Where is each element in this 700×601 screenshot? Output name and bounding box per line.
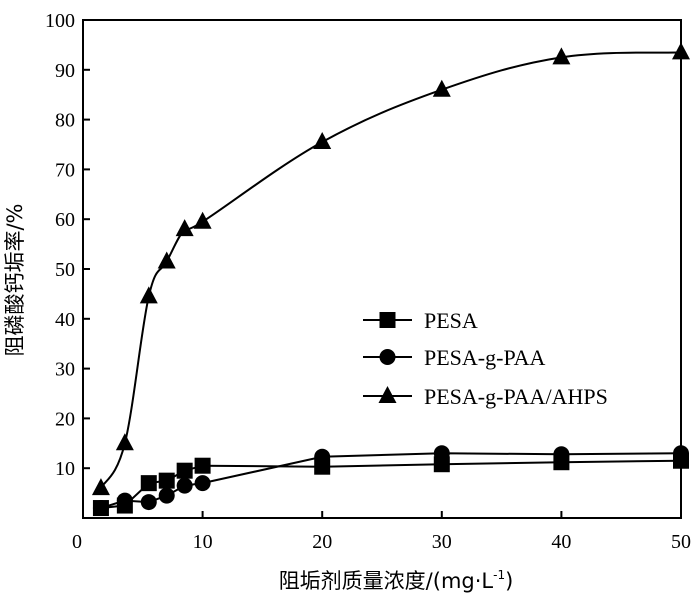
data-point-triangle [157, 251, 176, 269]
data-point-triangle [313, 132, 332, 150]
data-point-circle [140, 494, 157, 511]
series-layer [91, 42, 690, 517]
legend-item: PESA-g-PAA [363, 345, 546, 370]
series-line [100, 51, 682, 489]
legend-item: PESA [363, 308, 478, 333]
legend-marker-circle [379, 349, 396, 365]
x-tick-label: 20 [312, 531, 332, 553]
y-tick-label: 10 [55, 458, 75, 480]
data-point-triangle [552, 47, 571, 65]
data-point-square [194, 457, 211, 474]
origin-tick-label: 0 [72, 531, 82, 553]
data-point-circle [176, 477, 193, 494]
y-tick-label: 70 [55, 159, 75, 181]
legend-label: PESA-g-PAA [424, 345, 546, 370]
data-point-triangle [175, 219, 194, 237]
y-axis-title: 阻磷酸钙垢率/% [3, 203, 27, 356]
y-tick-label: 30 [55, 359, 75, 381]
data-point-square [433, 456, 450, 473]
legend-marker-triangle [378, 386, 397, 403]
data-point-triangle [193, 211, 212, 229]
data-point-triangle [139, 286, 158, 304]
legend-label: PESA [424, 308, 478, 333]
legend-item: PESA-g-PAA/AHPS [363, 384, 608, 409]
y-tick-label: 90 [55, 60, 75, 82]
x-tick-label: 40 [551, 531, 571, 553]
legend-marker-square [379, 312, 396, 328]
data-point-square [158, 472, 175, 489]
x-axis-title-main: 阻垢剂质量浓度/(mg·L [279, 569, 494, 593]
y-tick-label: 100 [45, 10, 75, 32]
data-point-triangle [432, 79, 451, 97]
data-point-circle [553, 446, 570, 463]
x-tick-label: 50 [671, 531, 691, 553]
x-axis-title-close: ) [505, 569, 513, 593]
series-circle [92, 445, 689, 517]
data-point-circle [158, 487, 175, 504]
data-point-triangle [91, 478, 110, 496]
series-triangle [91, 42, 690, 496]
y-tick-label: 20 [55, 408, 75, 430]
data-point-triangle [672, 42, 690, 60]
x-axis-title-sup: -1 [493, 568, 505, 582]
legend: PESA PESA-g-PAA PESA-g-PAA/AHPS [363, 308, 608, 409]
plot-frame [82, 19, 682, 519]
data-point-circle [673, 445, 689, 462]
x-tick-label: 10 [193, 531, 213, 553]
data-point-circle [314, 448, 331, 465]
x-axis-title: 阻垢剂质量浓度/(mg·L-1) [279, 568, 514, 593]
series-line [100, 459, 682, 510]
y-tick-label: 40 [55, 309, 75, 331]
data-point-square [140, 475, 157, 492]
data-point-circle [433, 445, 450, 462]
data-point-circle [116, 492, 133, 509]
series-line [100, 452, 682, 509]
data-point-circle [194, 475, 211, 492]
legend-label: PESA-g-PAA/AHPS [424, 384, 608, 409]
data-point-circle [92, 500, 109, 517]
y-tick-label: 80 [55, 110, 75, 132]
data-point-square [176, 462, 193, 479]
axes: 10 20 30 40 50 60 70 80 90 100 0 10 20 30 40 50 [45, 10, 691, 553]
y-tick-label: 60 [55, 209, 75, 231]
data-point-triangle [115, 433, 134, 451]
y-tick-label: 50 [55, 259, 75, 281]
x-tick-label: 30 [432, 531, 452, 553]
